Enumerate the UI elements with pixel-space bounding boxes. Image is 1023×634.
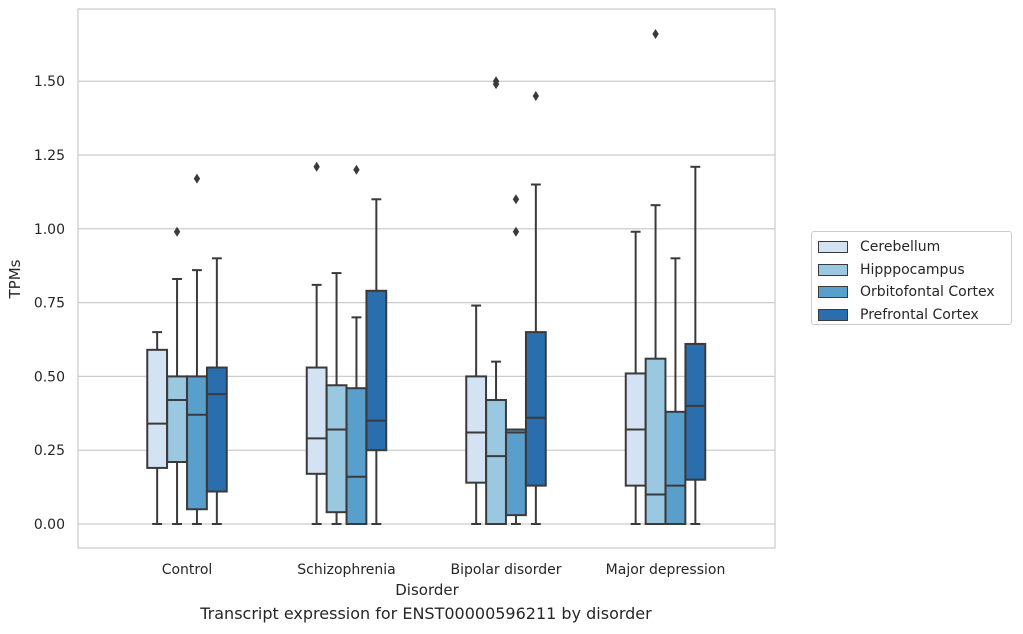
box-body [505,428,527,517]
box-0-0 [146,331,169,525]
box-0-2 [186,173,208,525]
box-1-0 [305,161,328,525]
box-0-1 [166,226,188,525]
box-3-1 [644,28,667,525]
x-tick-label: Schizophrenia [297,562,395,578]
outlier-point [193,173,201,184]
legend: Cerebellum Hipppocampus Orbitofontal Cor… [811,231,1012,325]
box-body [146,348,169,469]
legend-label: Cerebellum [860,239,941,256]
legend-item-prefrontal: Prefrontal Cortex [818,304,1011,327]
legend-swatch-orbitofrontal [818,286,848,299]
legend-item-hippocampus: Hipppocampus [818,259,1011,282]
y-tick-labels: 0.00 0.25 0.50 0.75 1.00 1.25 1.50 [34,74,65,533]
box-body [485,399,507,525]
box-body [684,342,707,481]
box-body [524,331,547,487]
outlier-point [512,226,520,237]
x-tick-label: Major depression [606,562,726,578]
box-0-3 [205,257,228,525]
y-tick-label: 0.50 [34,369,65,385]
legend-label: Hipppocampus [860,261,965,278]
box-3-2 [664,257,687,526]
box-body [365,289,388,452]
box-3-3 [684,165,707,525]
box-body [664,410,687,526]
y-tick-label: 1.50 [34,74,65,90]
plot-frame [77,8,776,549]
legend-item-cerebellum: Cerebellum [818,236,1011,259]
outlier-point [532,90,540,101]
outlier-point [173,226,181,237]
box-2-3 [524,90,547,525]
outlier-point [313,161,320,172]
box-2-0 [465,304,488,525]
x-tick-labels: Control Schizophrenia Bipolar disorder Majo… [162,562,726,578]
legend-swatch-cerebellum [818,241,848,254]
x-tick-label: Bipolar disorder [450,562,561,578]
x-axis-label: Disorder [395,581,459,599]
outlier-point [512,194,520,205]
x-tick-label: Control [162,562,213,578]
y-axis-label: TPMs [6,259,24,299]
y-tick-label: 0.75 [34,296,65,312]
legend-label: Orbitofontal Cortex [860,284,995,301]
y-tick-label: 1.25 [34,148,65,164]
y-tick-label: 0.00 [34,517,65,533]
box-body [186,375,208,511]
box-body [166,375,188,464]
box-body [465,375,488,484]
box-body [644,357,667,525]
legend-swatch-hippocampus [818,263,848,276]
box-body [325,384,348,514]
chart-caption: Transcript expression for ENST0000059621… [200,604,652,623]
box-2-2 [505,194,527,525]
outlier-point [492,76,500,87]
box-1-2 [345,164,368,526]
box-body [205,366,228,493]
box-3-0 [624,230,647,525]
boxplot-chart: 0.00 0.25 0.50 0.75 1.00 1.25 1.50 Control Schi… [6,8,776,599]
box-1-3 [365,198,388,525]
box-1-1 [325,272,348,525]
box-body [305,366,328,475]
boxes [146,28,707,526]
box-2-1 [485,76,507,525]
legend-label: Prefrontal Cortex [860,306,979,323]
box-body [345,387,368,526]
y-tick-label: 0.25 [34,443,65,459]
y-tick-label: 1.00 [34,222,65,238]
legend-swatch-prefrontal [818,308,848,321]
outlier-point [652,28,659,39]
legend-item-orbitofrontal: Orbitofontal Cortex [818,281,1011,304]
outlier-point [353,164,360,175]
